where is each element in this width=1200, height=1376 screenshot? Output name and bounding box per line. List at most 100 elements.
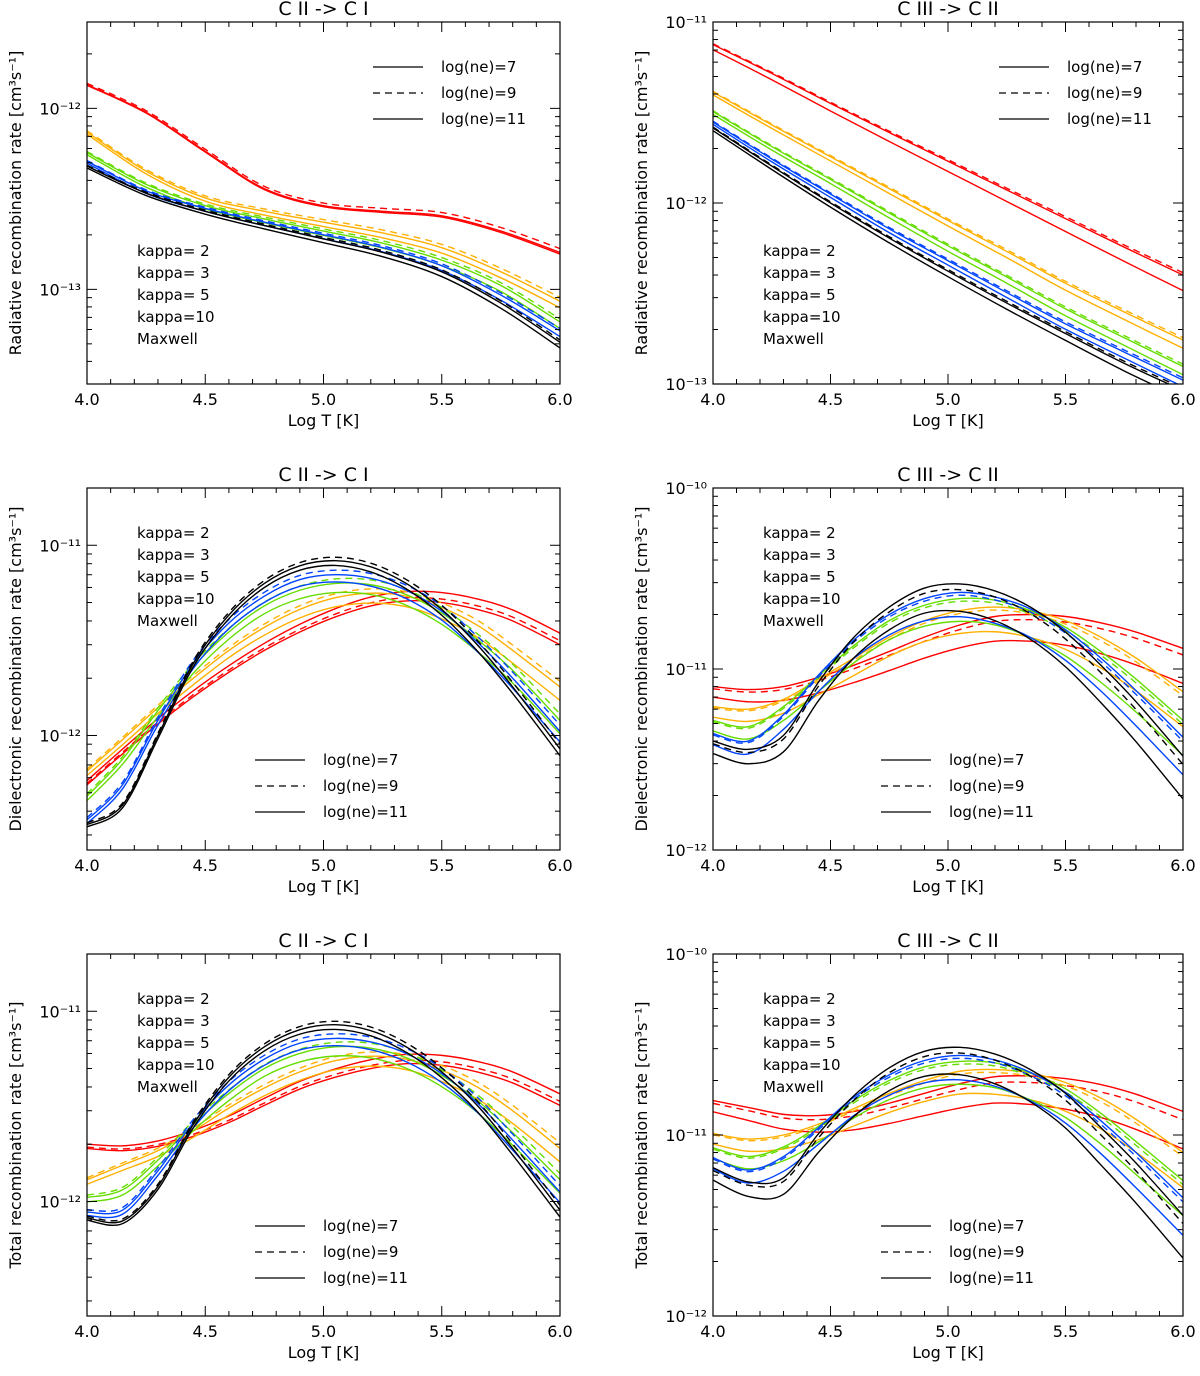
series-line-maxwell-ne9 [87, 556, 560, 824]
series-group [713, 583, 1183, 800]
x-axis-label: Log T [K] [288, 877, 360, 896]
panel-title: C III -> C II [897, 0, 999, 20]
legend-kappa-item: kappa= 3 [137, 264, 210, 282]
series-group [713, 43, 1183, 384]
series-line-maxwell-ne11 [87, 167, 560, 349]
panel-3: 4.0 4.5 5.0 5.5 6.0 10⁻¹² 10⁻¹¹ C II -> C I Log … [6, 464, 573, 896]
series-line-kappa3-ne9 [713, 609, 1183, 712]
y-tick-label: 10⁻¹¹ [39, 536, 81, 555]
y-tick-label: 10⁻¹³ [665, 375, 707, 394]
series-line-maxwell-ne9 [713, 126, 1176, 384]
series-line-kappa3-ne7 [713, 606, 1183, 711]
x-tick-label: 6.0 [1170, 1322, 1195, 1341]
y-axis-label: Total recombination rate [cm³s⁻¹] [6, 1001, 25, 1269]
legend-ne-item: log(ne)=11 [323, 1269, 408, 1287]
legend-kappa-item: kappa= 5 [137, 568, 210, 586]
series-line-kappa2-ne7 [87, 600, 560, 786]
series-line-maxwell-ne11 [87, 1028, 560, 1227]
legend-kappa-item: kappa= 2 [137, 242, 210, 260]
series-line-kappa3-ne11 [713, 630, 1183, 728]
y-tick-label: 10⁻¹² [665, 1307, 707, 1326]
series-line-maxwell-ne11 [713, 130, 1153, 384]
series-line-kappa2-ne11 [713, 49, 1183, 292]
x-tick-label: 4.5 [193, 1322, 218, 1341]
x-tick-label: 6.0 [547, 1322, 572, 1341]
x-axis-label: Log T [K] [288, 411, 360, 430]
series-line-kappa3-ne7 [713, 1068, 1183, 1154]
x-axis-label: Log T [K] [912, 1343, 984, 1362]
legend-ne-item: log(ne)=7 [323, 1217, 398, 1235]
series-line-maxwell-ne11 [713, 609, 1183, 800]
series-line-kappa5-ne9 [87, 150, 560, 320]
series-line-kappa2-ne9 [713, 1081, 1183, 1121]
series-line-kappa3-ne11 [87, 133, 560, 309]
legend-ne-item: log(ne)=9 [1067, 84, 1142, 102]
series-line-kappa5-ne11 [713, 113, 1183, 376]
legend-kappa-item: kappa= 3 [763, 264, 836, 282]
legend-ne-item: log(ne)=9 [949, 1243, 1024, 1261]
series-line-kappa10-ne7 [87, 160, 560, 332]
x-tick-label: 5.0 [311, 856, 336, 875]
series-line-maxwell-ne7 [87, 165, 560, 343]
legend-ne-item: log(ne)=11 [1067, 110, 1152, 128]
x-tick-label: 4.5 [193, 390, 218, 409]
legend-kappa-item: kappa=10 [137, 308, 215, 326]
series-line-maxwell-ne7 [87, 559, 560, 826]
legend-kappa-item: kappa=10 [763, 590, 841, 608]
x-tick-label: 4.0 [700, 390, 725, 409]
series-line-kappa10-ne7 [87, 574, 560, 821]
series-line-kappa2-ne9 [87, 82, 560, 250]
x-tick-label: 6.0 [1170, 390, 1195, 409]
x-tick-label: 4.0 [74, 390, 99, 409]
x-tick-label: 4.5 [193, 856, 218, 875]
legend-ne-item: log(ne)=9 [323, 777, 398, 795]
plot-frame [86, 487, 561, 851]
panel-6: 4.0 4.5 5.0 5.5 6.0 10⁻¹² 10⁻¹¹ 10⁻¹⁰ C III -> C… [632, 930, 1196, 1362]
panel-title: C II -> C I [278, 464, 368, 486]
series-line-kappa2-ne11 [87, 84, 560, 255]
legend-kappa-item: kappa= 2 [137, 524, 210, 542]
legend-kappa-item: kappa= 5 [763, 286, 836, 304]
series-line-maxwell-ne11 [87, 564, 560, 828]
series-line-kappa10-ne11 [713, 615, 1183, 776]
plot-frame [86, 953, 561, 1317]
series-line-kappa3-ne9 [713, 90, 1183, 339]
series-line-kappa10-ne9 [87, 1033, 560, 1212]
legend-ne-item: log(ne)=7 [1067, 58, 1142, 76]
series-group [87, 82, 560, 349]
y-axis-label: Radiative recombination rate [cm³s⁻¹] [632, 51, 651, 356]
legend-kappa-item: Maxwell [137, 1078, 198, 1096]
legend-ne-item: log(ne)=11 [949, 1269, 1034, 1287]
series-line-kappa2-ne11 [713, 1102, 1183, 1150]
series-line-kappa2-ne9 [87, 1059, 560, 1150]
x-tick-label: 4.0 [700, 856, 725, 875]
legend-kappa-item: kappa=10 [137, 590, 215, 608]
legend-ne-item: log(ne)=9 [949, 777, 1024, 795]
series-line-maxwell-ne9 [87, 164, 560, 341]
panel-title: C II -> C I [278, 930, 368, 952]
x-tick-label: 5.5 [429, 390, 454, 409]
legend-ne-item: log(ne)=11 [949, 803, 1034, 821]
x-tick-label: 4.0 [74, 1322, 99, 1341]
series-line-kappa3-ne9 [713, 1071, 1183, 1158]
series-line-kappa10-ne7 [713, 121, 1183, 381]
series-line-kappa3-ne9 [87, 588, 560, 770]
series-line-maxwell-ne7 [87, 1023, 560, 1224]
x-tick-label: 5.5 [1053, 856, 1078, 875]
series-line-kappa2-ne9 [713, 43, 1183, 274]
series-line-kappa3-ne11 [713, 1092, 1183, 1189]
legend-kappa-item: kappa= 3 [763, 546, 836, 564]
legend-kappa-item: kappa=10 [137, 1056, 215, 1074]
y-axis-label: Dielectronic recombination rate [cm³s⁻¹] [632, 506, 651, 831]
series-line-kappa3-ne7 [87, 592, 560, 772]
legend-ne-item: log(ne)=11 [323, 803, 408, 821]
panel-1: 4.0 4.5 5.0 5.5 6.0 10⁻¹³ 10⁻¹² C II -> C I Log … [6, 0, 573, 430]
legend-ne-item: log(ne)=9 [323, 1243, 398, 1261]
series-line-kappa10-ne9 [713, 594, 1183, 744]
y-tick-label: 10⁻¹⁰ [665, 479, 707, 498]
series-line-maxwell-ne9 [713, 1052, 1183, 1225]
legend-kappa-item: kappa= 2 [763, 524, 836, 542]
x-tick-label: 4.5 [818, 856, 843, 875]
legend-ne-item: log(ne)=9 [441, 84, 516, 102]
